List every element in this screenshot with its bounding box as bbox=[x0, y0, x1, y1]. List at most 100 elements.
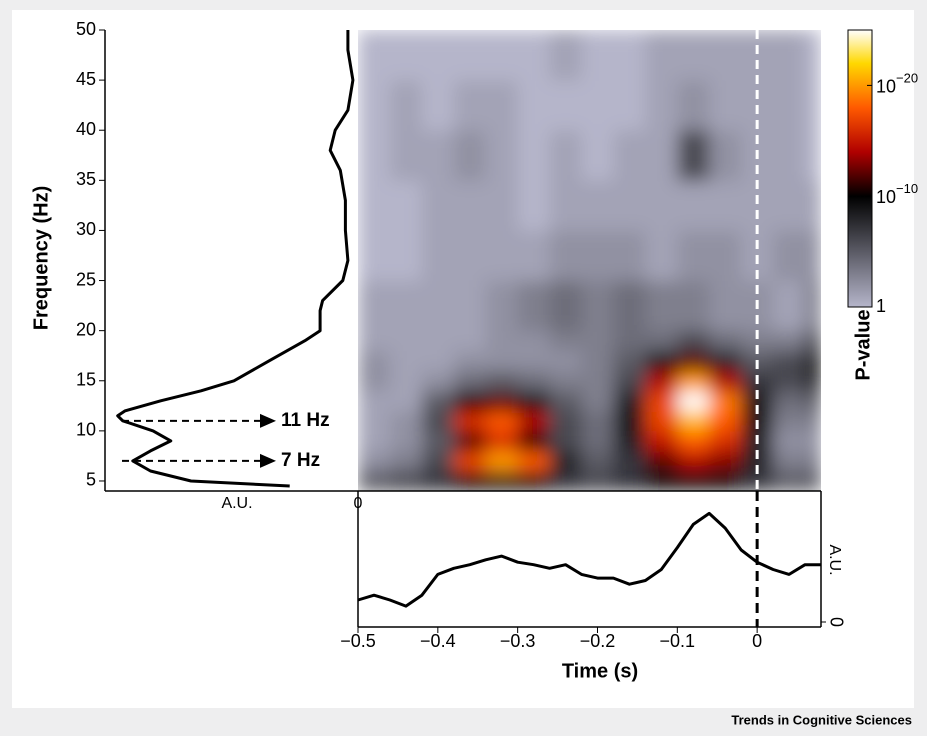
heatmap-cell bbox=[485, 30, 519, 81]
heatmap-cell bbox=[421, 230, 455, 282]
heatmap-area bbox=[358, 30, 821, 491]
heatmap-cell bbox=[389, 180, 423, 231]
heatmap-cell bbox=[549, 330, 583, 352]
heatmap-cell bbox=[517, 410, 551, 432]
heatmap-cell bbox=[613, 330, 646, 352]
heatmap-cell bbox=[421, 30, 455, 81]
heatmap-cell bbox=[773, 450, 806, 472]
heatmap-cell bbox=[805, 410, 821, 432]
heatmap-cell bbox=[453, 280, 487, 332]
heatmap-cell bbox=[453, 390, 487, 412]
colorbar-tick-label: 1 bbox=[876, 296, 886, 316]
tick-base: 10 bbox=[876, 76, 896, 96]
heatmap-cell bbox=[549, 410, 583, 432]
heatmap-cell bbox=[421, 470, 455, 491]
colorbar-tick-label: 10−20 bbox=[876, 71, 918, 96]
heatmap-cell bbox=[358, 470, 391, 491]
arrow-head bbox=[260, 453, 276, 468]
heatmap-cell bbox=[677, 130, 710, 181]
heatmap-cell bbox=[581, 330, 614, 352]
heatmap-cell bbox=[773, 130, 806, 181]
heatmap-cell bbox=[549, 350, 583, 372]
annotation-text: 7 Hz bbox=[281, 450, 320, 471]
heatmap-cell bbox=[517, 230, 551, 282]
heatmap-cell bbox=[581, 470, 614, 491]
heatmap-cell bbox=[677, 370, 710, 392]
heatmap-cell bbox=[709, 330, 742, 352]
heatmap-cell bbox=[805, 390, 821, 412]
heatmap-cell bbox=[549, 370, 583, 392]
heatmap-cell bbox=[773, 430, 806, 452]
heatmap-cell bbox=[358, 80, 391, 131]
heatmap-cell bbox=[549, 180, 583, 231]
heatmap-cell bbox=[805, 330, 821, 352]
y-tick-label: 30 bbox=[76, 219, 96, 239]
heatmap-cell bbox=[773, 230, 806, 282]
x-axis-label: Time (s) bbox=[562, 660, 638, 682]
heatmap-cell bbox=[773, 350, 806, 372]
heatmap-cell bbox=[517, 390, 551, 412]
heatmap-cell bbox=[773, 330, 806, 352]
heatmap-cell bbox=[805, 350, 821, 372]
heatmap-cell bbox=[677, 30, 710, 81]
heatmap-cell bbox=[645, 390, 678, 412]
x-tick-label: −0.1 bbox=[660, 631, 696, 651]
heatmap-cell bbox=[645, 130, 678, 181]
heatmap-cell bbox=[581, 410, 614, 432]
heatmap-cell bbox=[485, 370, 519, 392]
y-tick-label: 45 bbox=[76, 69, 96, 89]
annotation-text: 11 Hz bbox=[281, 410, 330, 431]
heatmap-cell bbox=[805, 230, 821, 282]
heatmap-cell bbox=[453, 30, 487, 81]
heatmap-cell bbox=[421, 80, 455, 131]
spectrum-line bbox=[116, 30, 355, 488]
heatmap-cell bbox=[677, 230, 710, 282]
heatmap-cell bbox=[453, 370, 487, 392]
heatmap-cell bbox=[709, 130, 742, 181]
heatmap-cell bbox=[741, 450, 774, 472]
heatmap-cell bbox=[709, 180, 742, 231]
heatmap-cell bbox=[421, 410, 455, 432]
heatmap-cell bbox=[549, 470, 583, 491]
heatmap-cell bbox=[453, 130, 487, 181]
heatmap-cell bbox=[421, 450, 455, 472]
heatmap-cell bbox=[613, 450, 646, 472]
heatmap-cell bbox=[358, 180, 391, 231]
heatmap-cell bbox=[517, 430, 551, 452]
heatmap-cell bbox=[453, 80, 487, 131]
heatmap-cell bbox=[485, 390, 519, 412]
heatmap-cell bbox=[517, 130, 551, 181]
heatmap-cell bbox=[677, 430, 710, 452]
x-tick-label: −0.5 bbox=[340, 631, 376, 651]
heatmap-cell bbox=[389, 130, 423, 181]
heatmap-cell bbox=[805, 180, 821, 231]
heatmap-cell bbox=[613, 80, 646, 131]
heatmap-cell bbox=[581, 390, 614, 412]
heatmap-cell bbox=[421, 390, 455, 412]
heatmap-cell bbox=[421, 330, 455, 352]
heatmap-cell bbox=[741, 330, 774, 352]
heatmap-cell bbox=[485, 470, 519, 491]
heatmap-cell bbox=[645, 450, 678, 472]
heatmap-cell bbox=[453, 410, 487, 432]
heatmap-cell bbox=[517, 280, 551, 332]
heatmap-cell bbox=[517, 30, 551, 81]
heatmap-cell bbox=[421, 430, 455, 452]
heatmap-cell bbox=[645, 430, 678, 452]
heatmap-cell bbox=[421, 280, 455, 332]
heatmap-cell bbox=[613, 180, 646, 231]
y-tick-label: 40 bbox=[76, 119, 96, 139]
heatmap-cell bbox=[581, 30, 614, 81]
heatmap-cell bbox=[709, 450, 742, 472]
heatmap-cell bbox=[389, 350, 423, 372]
heatmap-cell bbox=[485, 80, 519, 131]
heatmap-cell bbox=[581, 370, 614, 392]
heatmap-cell bbox=[421, 180, 455, 231]
heatmap-cell bbox=[358, 410, 391, 432]
heatmap-cell bbox=[677, 410, 710, 432]
heatmap-cell bbox=[645, 180, 678, 231]
heatmap-cell bbox=[485, 130, 519, 181]
heatmap-cell bbox=[453, 430, 487, 452]
heatmap-cell bbox=[358, 280, 391, 332]
